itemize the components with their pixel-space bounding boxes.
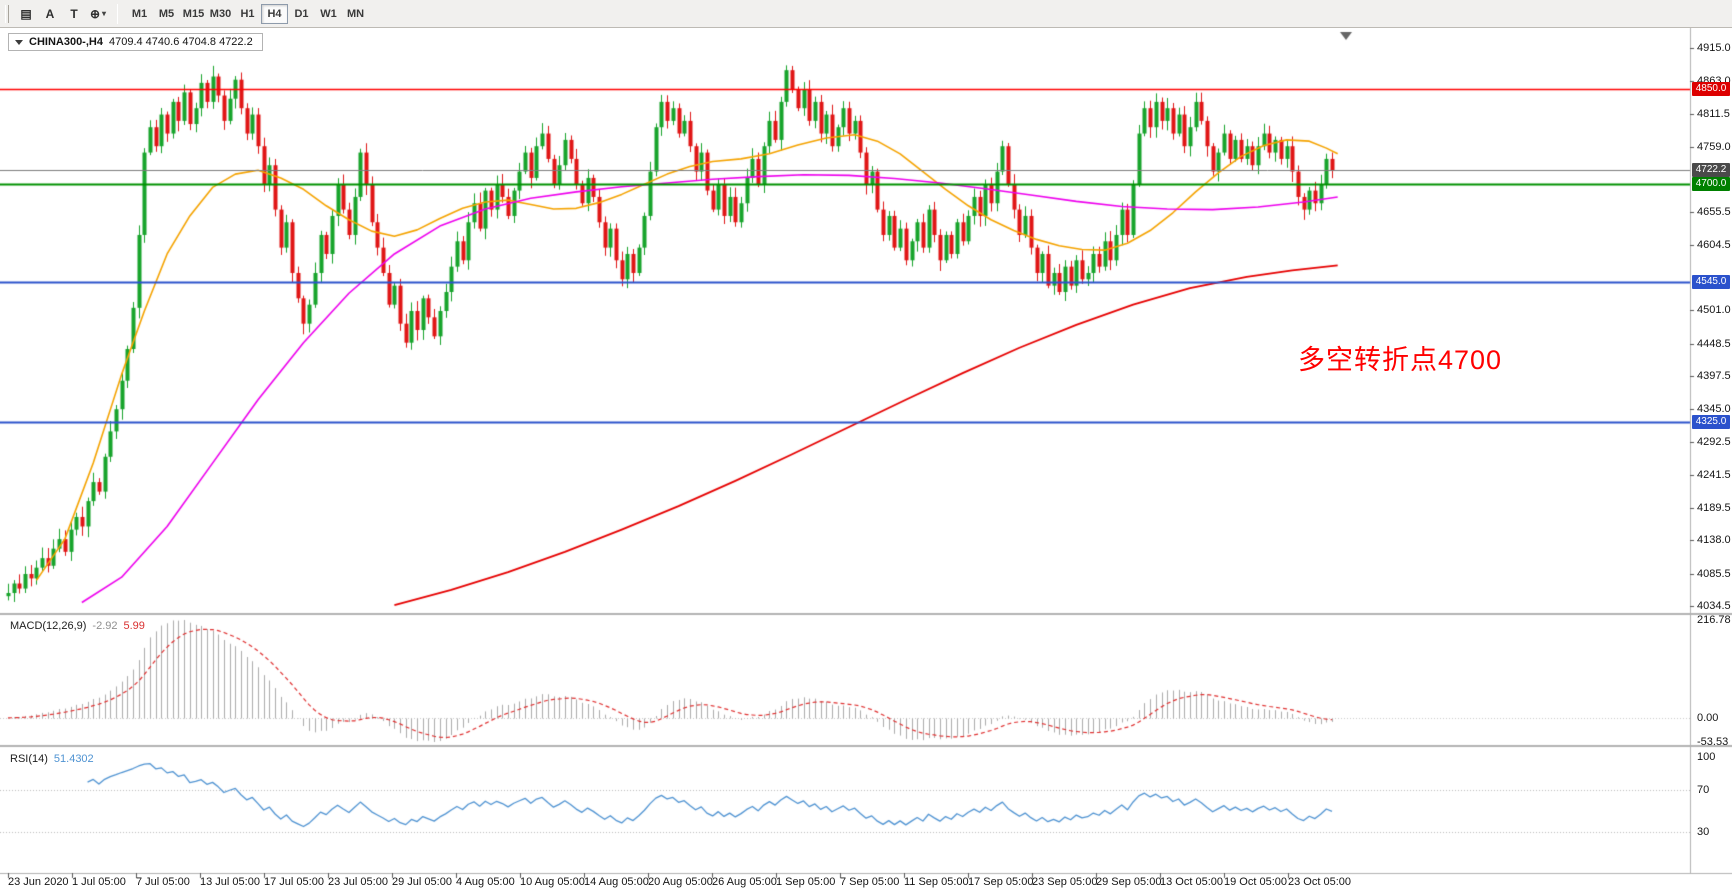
price-axis-label: 4759.0	[1697, 140, 1731, 153]
price-axis-label: 4241.5	[1697, 468, 1731, 481]
price-badge: 4325.0	[1692, 414, 1730, 429]
rsi-value: 51.4302	[53, 753, 94, 765]
macd-axis-label: 216.78	[1697, 614, 1731, 626]
price-axis-label: 4811.5	[1697, 107, 1730, 120]
symbol-name: CHINA300-,H4	[29, 36, 103, 48]
price-chart-canvas[interactable]	[0, 28, 1732, 893]
timeframe-button-m30[interactable]: M30	[209, 7, 232, 20]
price-badge: 4700.0	[1692, 177, 1730, 192]
timeframe-button-w1[interactable]: W1	[320, 7, 337, 20]
time-axis-label: 14 Aug 05:00	[584, 876, 649, 888]
symbol-ohlc-values: 4709.4 4740.6 4704.8 4722.2	[108, 36, 253, 48]
price-axis-label: 4655.5	[1697, 206, 1731, 219]
time-axis-label: 10 Aug 05:00	[520, 876, 585, 888]
time-axis-label: 13 Oct 05:00	[1160, 876, 1223, 888]
timeframe-button-h1[interactable]: H1	[240, 7, 255, 20]
time-axis-label: 13 Jul 05:00	[200, 876, 260, 888]
rsi-axis-label: 70	[1697, 783, 1710, 796]
time-axis-label: 17 Sep 05:00	[968, 876, 1034, 888]
time-axis-label: 19 Oct 05:00	[1224, 876, 1287, 888]
time-axis-label: 29 Sep 05:00	[1096, 876, 1162, 888]
timeframe-button-m5[interactable]: M5	[158, 7, 175, 20]
macd-indicator-label: MACD(12,26,9) -2.92 5.99	[10, 620, 145, 632]
rsi-axis-label: 30	[1697, 826, 1710, 839]
rsi-indicator-label: RSI(14) 51.4302	[10, 753, 94, 765]
rsi-name: RSI(14)	[10, 753, 48, 765]
time-axis-label: 4 Aug 05:00	[456, 876, 515, 888]
price-badge: 4545.0	[1692, 275, 1730, 290]
time-axis-label: 17 Jul 05:00	[264, 876, 324, 888]
tool-buttons-group: ▤ A T ⊕ ▾	[15, 4, 109, 24]
symbol-header[interactable]: CHINA300-,H4 4709.4 4740.6 4704.8 4722.2	[8, 33, 263, 51]
timeframe-button-d1[interactable]: D1	[294, 7, 309, 20]
macd-axis-label: -53.53	[1697, 736, 1729, 748]
timeframe-buttons-group: M1 M5 M15 M30 H1 H4 D1 W1 MN	[126, 3, 369, 24]
time-axis-label: 23 Jul 05:00	[328, 876, 388, 888]
time-axis-label: 20 Aug 05:00	[648, 876, 713, 888]
timeframe-button-mn[interactable]: MN	[346, 7, 365, 20]
toolbar-separator	[117, 3, 118, 24]
time-axis-label: 23 Oct 05:00	[1288, 876, 1351, 888]
chart-grid-icon: ▤	[20, 6, 32, 21]
timeframe-button-m1[interactable]: M1	[131, 7, 148, 20]
macd-axis-label: 0.00	[1697, 711, 1719, 724]
price-axis-label: 4085.5	[1697, 567, 1731, 580]
toolbar: ▤ A T ⊕ ▾ M1 M5 M15 M30 H1 H4 D1 W1 MN	[0, 0, 1732, 28]
timeframe-button-m15[interactable]: M15	[182, 7, 205, 20]
macd-name: MACD(12,26,9)	[10, 620, 87, 632]
time-axis-label: 26 Aug 05:00	[712, 876, 777, 888]
price-badge: 4850.0	[1692, 82, 1730, 97]
time-axis-label: 1 Sep 05:00	[776, 876, 836, 888]
time-axis-label: 23 Sep 05:00	[1032, 876, 1098, 888]
time-axis-label: 29 Jul 05:00	[392, 876, 452, 888]
time-axis-label: 1 Jul 05:00	[72, 876, 126, 888]
chart-annotation-text: 多空转折点4700	[1298, 345, 1503, 375]
arrow-a-icon: A	[45, 6, 55, 21]
time-axis-label: 7 Jul 05:00	[136, 876, 190, 888]
price-axis-label: 4501.0	[1697, 304, 1731, 317]
tool-button-crosshair[interactable]: ⊕ ▾	[87, 4, 109, 24]
price-axis-label: 4915.0	[1697, 42, 1731, 54]
price-axis-label: 4189.5	[1697, 501, 1731, 514]
time-axis-label: 7 Sep 05:00	[840, 876, 900, 888]
price-axis-label: 4138.0	[1697, 534, 1731, 547]
price-axis-label: 4345.0	[1697, 403, 1731, 416]
timeframe-button-h4[interactable]: H4	[261, 3, 288, 24]
rsi-axis-label: 100	[1697, 751, 1716, 764]
tool-button-chart-grid[interactable]: ▤	[15, 4, 37, 24]
macd-main-value: -2.92	[92, 620, 118, 632]
text-t-icon: T	[70, 6, 78, 21]
time-axis-label: 11 Sep 05:00	[904, 876, 969, 888]
tool-button-text-t[interactable]: T	[63, 4, 85, 24]
price-axis-label: 4292.5	[1697, 436, 1731, 449]
dropdown-caret-icon: ▾	[102, 9, 107, 18]
time-axis-label: 23 Jun 2020	[8, 876, 69, 888]
price-axis-label: 4034.5	[1697, 600, 1731, 612]
chevron-down-icon	[15, 39, 23, 45]
price-axis-label: 4604.5	[1697, 238, 1731, 251]
price-axis-label: 4397.5	[1697, 369, 1731, 382]
price-axis-label: 4448.5	[1697, 337, 1731, 350]
macd-signal-value: 5.99	[123, 620, 145, 632]
crosshair-icon: ⊕	[89, 6, 101, 21]
toolbar-grip[interactable]	[5, 4, 9, 23]
price-badge: 4722.2	[1692, 163, 1730, 178]
tool-button-arrow-a[interactable]: A	[39, 4, 61, 24]
